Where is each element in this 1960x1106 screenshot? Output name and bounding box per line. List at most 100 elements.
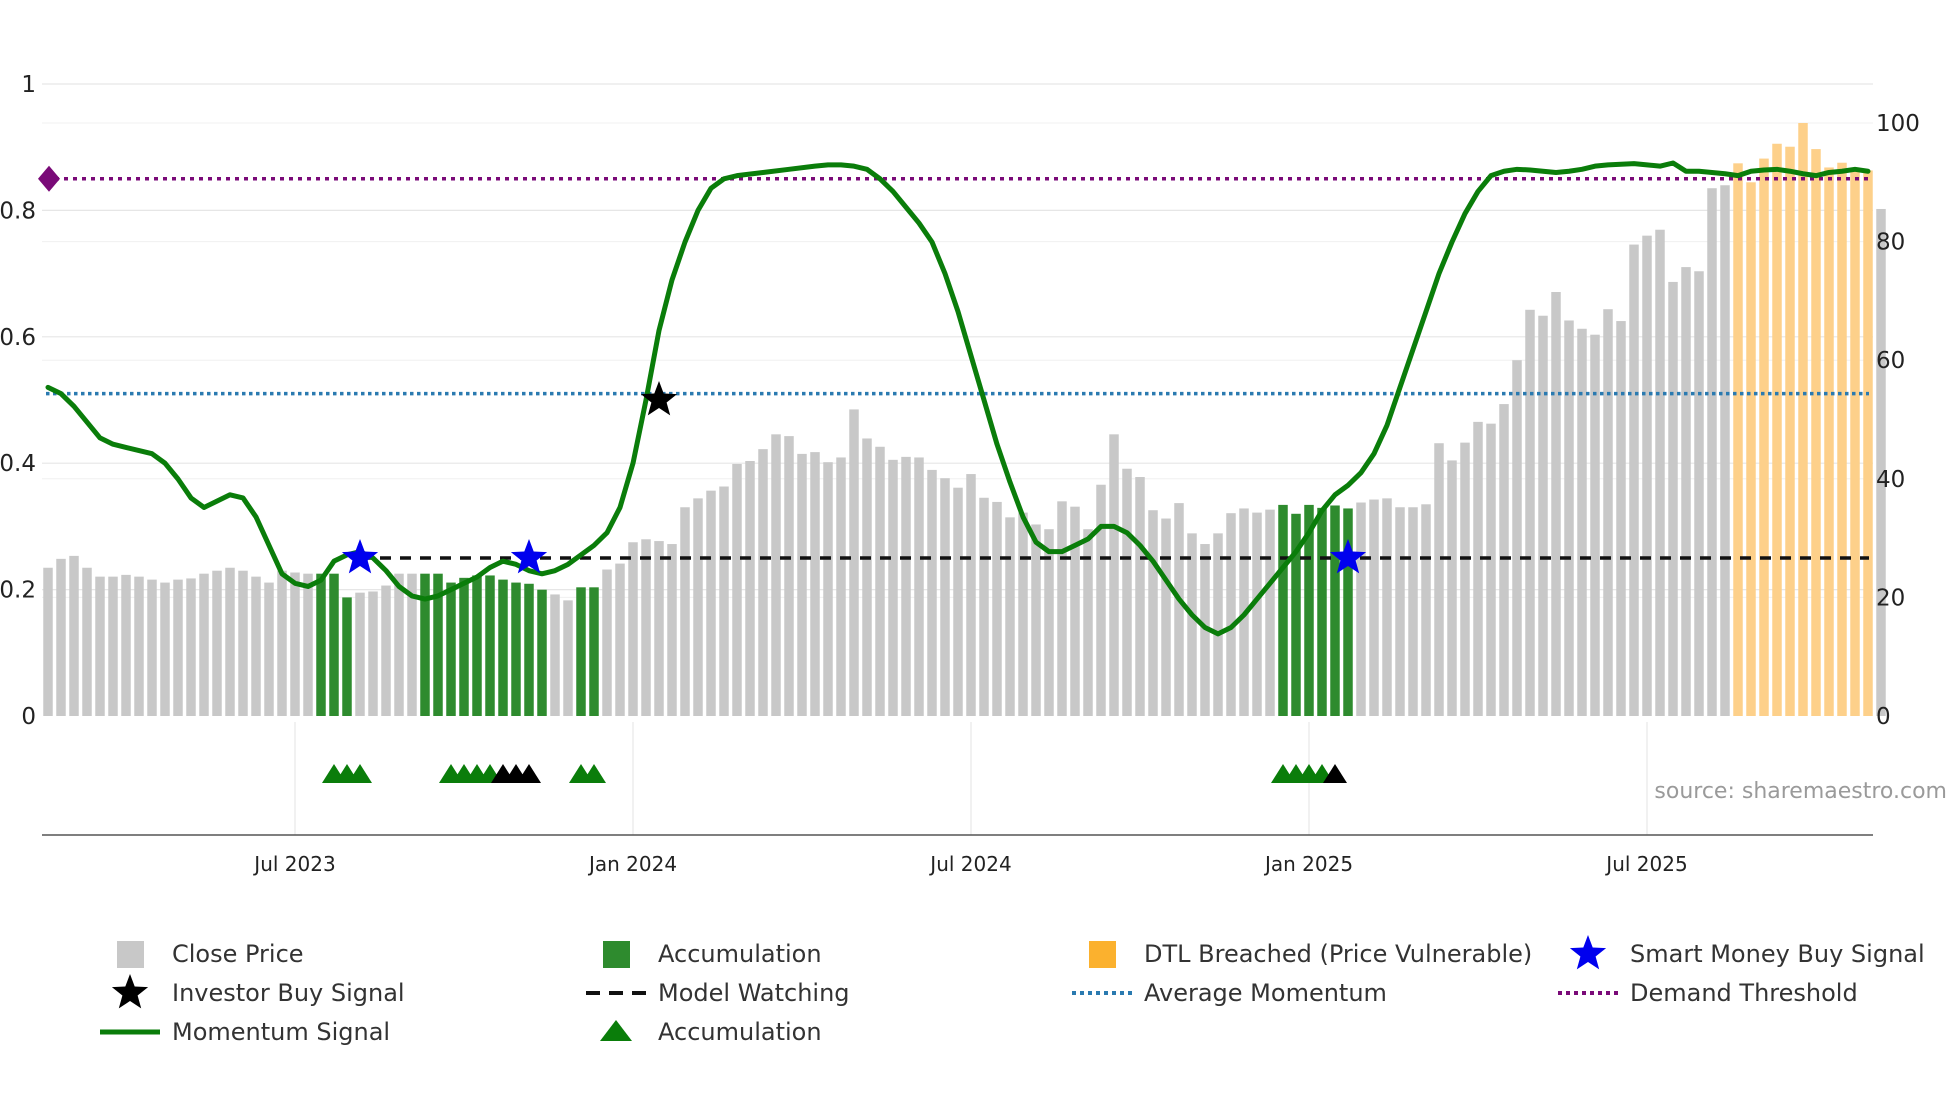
close-price-bar [1460, 442, 1470, 716]
close-price-bar [1395, 507, 1405, 716]
accumulation-bar [485, 575, 495, 716]
close-price-bar [1122, 468, 1132, 716]
x-tick-label: Jan 2024 [587, 852, 677, 876]
y-left-tick-label: 1 [21, 72, 36, 98]
close-price-bar [381, 585, 391, 716]
y-right-tick-label: 60 [1876, 348, 1905, 374]
close-price-bar [1603, 309, 1613, 716]
close-price-bar [849, 409, 859, 716]
close-price-bar [1421, 504, 1431, 716]
smart-money-buy-star [341, 539, 379, 574]
close-price-bar [784, 436, 794, 716]
close-price-bar [550, 594, 560, 716]
close-price-bar [602, 569, 612, 716]
close-price-bar [1148, 510, 1158, 716]
dtl-breached-bar [1811, 149, 1821, 717]
close-price-bar [797, 453, 807, 716]
close-price-bar [1538, 315, 1548, 716]
close-price-bar [953, 487, 963, 716]
close-price-bar [836, 457, 846, 716]
accumulation-bar [459, 577, 469, 716]
close-price-bar [173, 579, 183, 716]
close-price-bar [121, 574, 131, 716]
accumulation-bar [446, 582, 456, 716]
dtl-breached-bar [1798, 123, 1808, 716]
accumulation-marker-triangle [348, 764, 372, 783]
close-price-bar [758, 449, 768, 716]
close-price-bar [1486, 423, 1496, 716]
close-price-bar [1044, 529, 1054, 716]
close-price-bar [1382, 498, 1392, 716]
dtl-breached-bar [1863, 170, 1873, 716]
accumulation-bar [433, 573, 443, 716]
accumulation-bar [524, 583, 534, 716]
legend-label-close: Close Price [172, 940, 304, 968]
close-price-bar [212, 570, 222, 716]
source-text: source: sharemaestro.com [1654, 779, 1947, 804]
dtl-breached-bar [1824, 167, 1834, 717]
close-price-bar [1629, 244, 1639, 716]
y-right-tick-label: 40 [1876, 467, 1905, 493]
signal-markers [322, 381, 1367, 783]
close-price-bar [771, 434, 781, 716]
close-price-bar [1083, 529, 1093, 716]
close-price-bar [940, 478, 950, 716]
axes: 0 0.2 0.4 0.6 0.8 1 0 20 40 60 80 100 Jul 2023 Jan 20… [0, 72, 1920, 876]
dtl-breached-bar [1850, 167, 1860, 717]
dtl-breached-bar [1746, 182, 1756, 717]
dtl-breached-bar [1772, 143, 1782, 716]
accumulation-bar [1330, 505, 1340, 716]
close-price-bar [1161, 518, 1171, 716]
reference-lines [38, 165, 1869, 560]
close-price-bar [1694, 271, 1704, 716]
x-tick-label: Jul 2024 [928, 852, 1011, 876]
close-price-bar [1681, 267, 1691, 716]
close-price-bar [1356, 502, 1366, 716]
close-price-bar [1174, 503, 1184, 716]
legend-label-demand: Demand Threshold [1630, 979, 1858, 1007]
legend-icon-accum_marker [600, 1020, 632, 1041]
close-price-bar [134, 576, 144, 716]
accumulation-bar [329, 573, 339, 716]
close-price-bar [1616, 321, 1626, 716]
close-price-bar [368, 591, 378, 716]
accumulation-bar [420, 573, 430, 716]
legend-label-dtl: DTL Breached (Price Vulnerable) [1144, 940, 1532, 968]
close-price-bar [277, 570, 287, 716]
close-price-bar [1655, 229, 1665, 717]
close-price-bar [394, 573, 404, 716]
close-price-bar [745, 461, 755, 716]
close-price-bar [719, 486, 729, 716]
legend-icon-smart [1569, 935, 1607, 970]
smart-money-buy-star [510, 539, 548, 574]
dtl-breached-bar [1785, 146, 1795, 717]
close-price-bar [43, 567, 53, 716]
close-price-bar [1447, 460, 1457, 716]
close-price-bar [407, 573, 417, 716]
y-left-tick-label: 0.2 [0, 578, 36, 604]
close-price-bar [1434, 443, 1444, 716]
close-price-bar [1499, 404, 1509, 716]
close-price-bar [888, 459, 898, 716]
accumulation-bar [472, 575, 482, 716]
close-price-bar [823, 462, 833, 716]
legend-label-accum_marker: Accumulation [658, 1018, 822, 1046]
close-price-bar [992, 501, 1002, 716]
accumulation-bar [316, 573, 326, 716]
close-price-bar [1564, 320, 1574, 716]
close-price-bar [732, 463, 742, 716]
close-price-bar [654, 541, 664, 716]
close-price-bar [82, 567, 92, 716]
accumulation-bar [1343, 508, 1353, 716]
close-price-bar [264, 582, 274, 716]
accumulation-bar [1278, 504, 1288, 716]
investor-buy-star [640, 381, 678, 416]
y-left-tick-label: 0.4 [0, 451, 36, 477]
close-price-bar [641, 539, 651, 716]
accumulation-bar [1317, 507, 1327, 716]
close-price-bar [1525, 309, 1535, 716]
close-price-bar [186, 578, 196, 716]
close-price-bar [199, 573, 209, 716]
